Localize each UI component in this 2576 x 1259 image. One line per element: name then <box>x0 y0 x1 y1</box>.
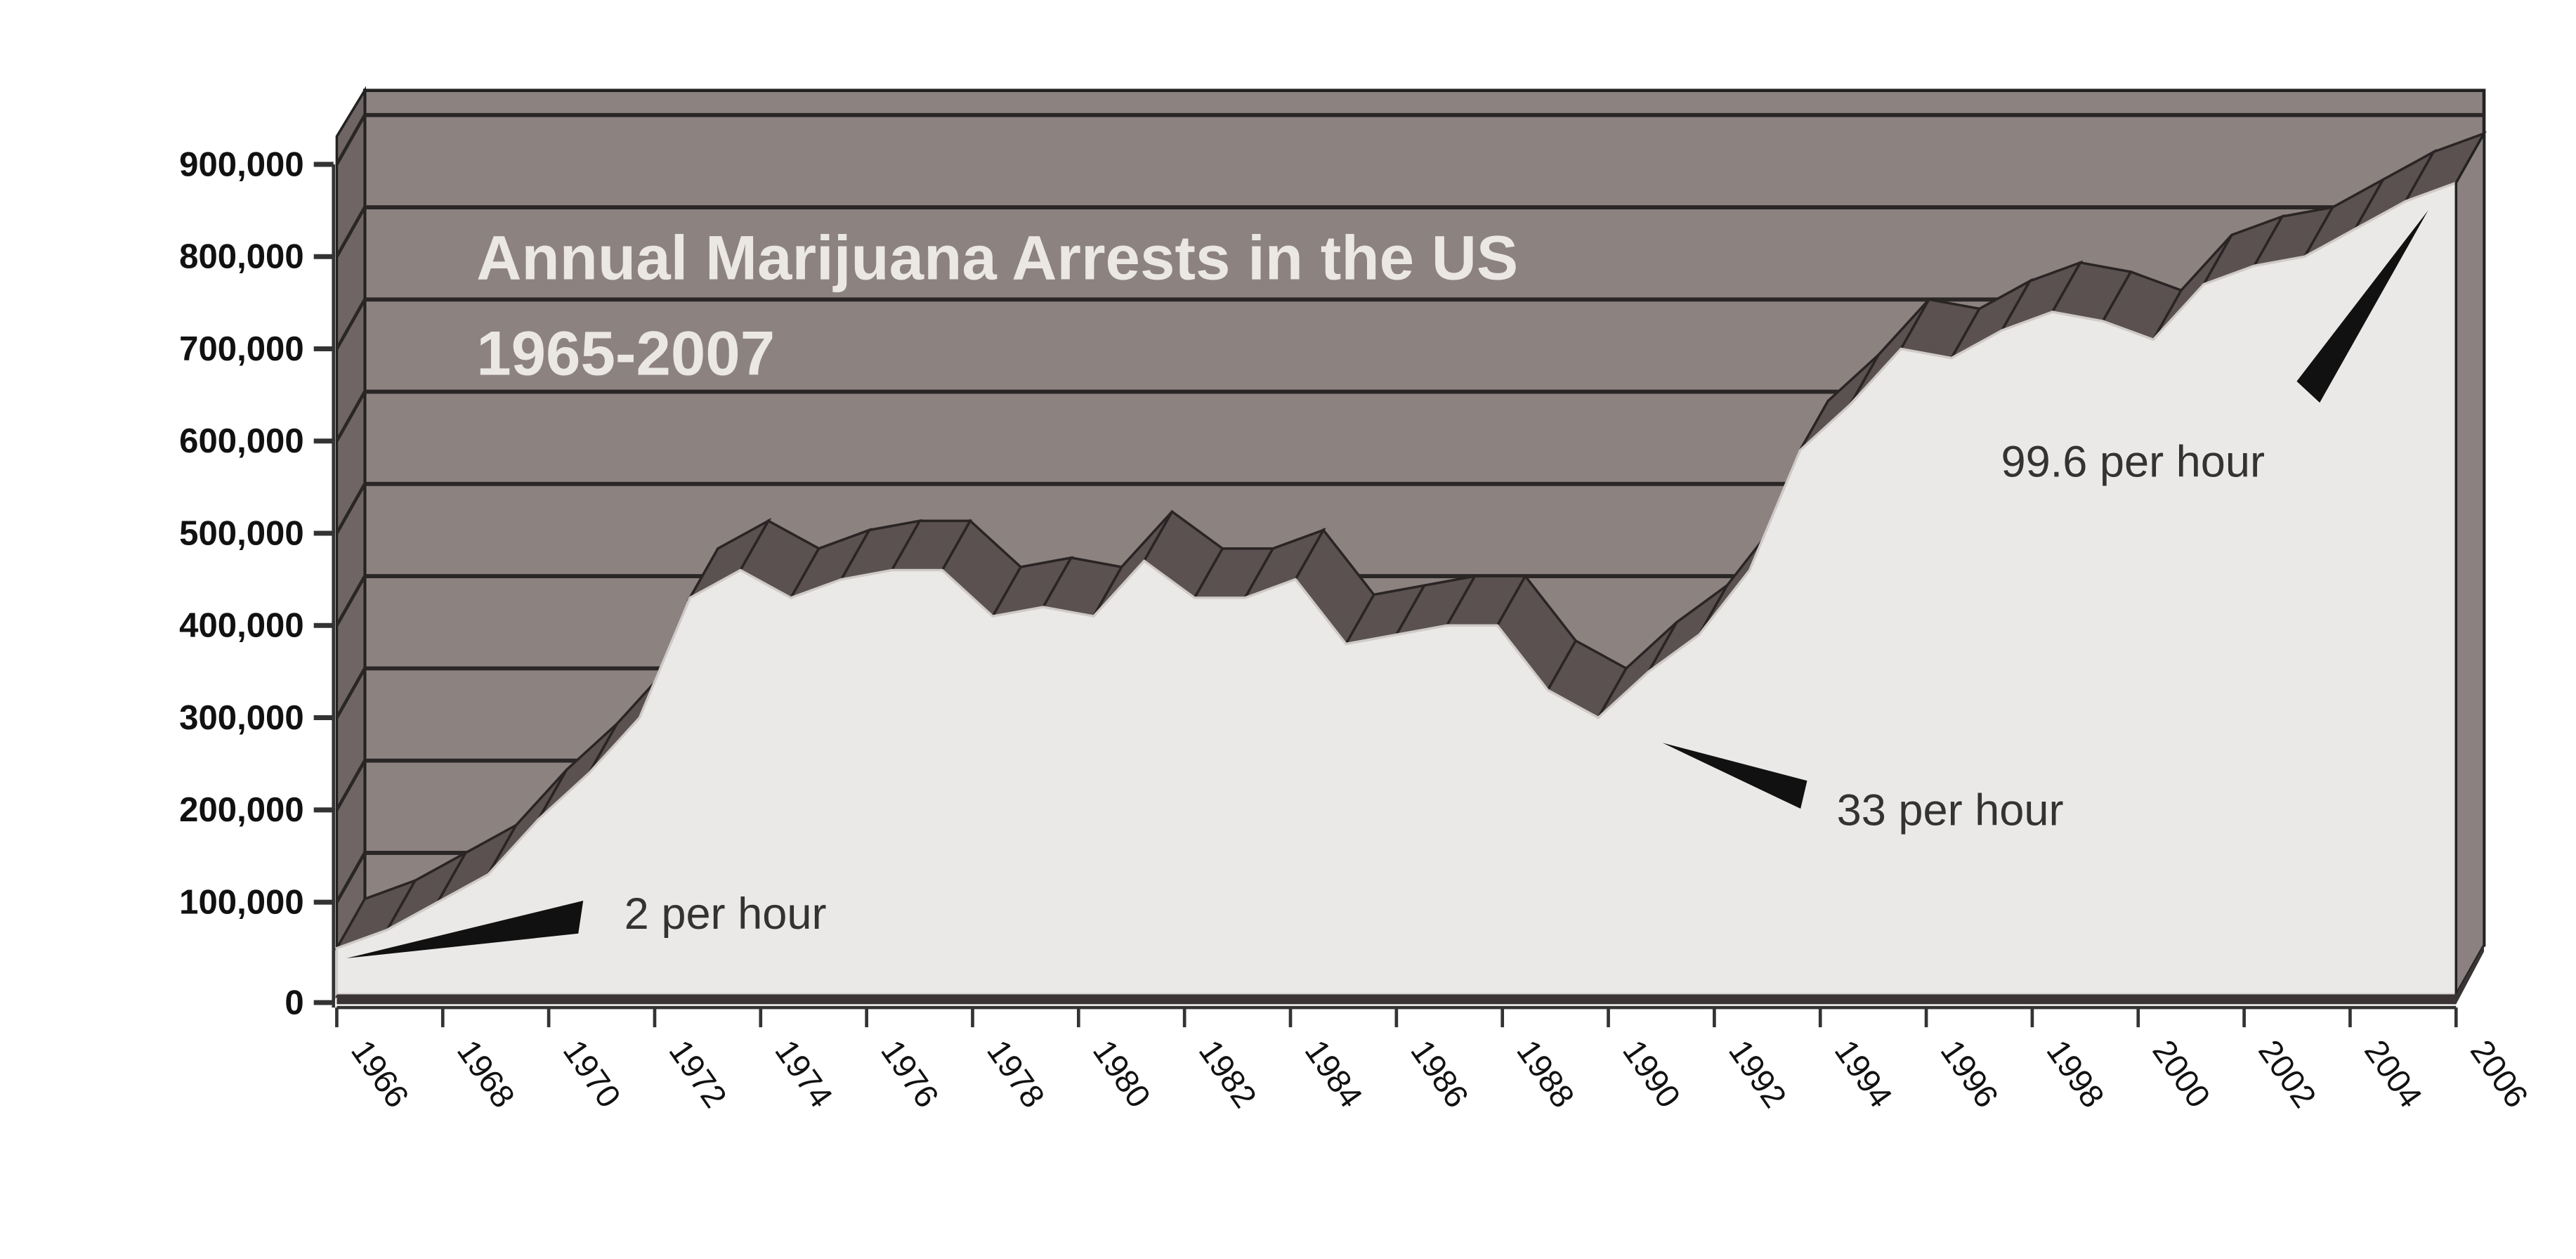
x-tick-label: 1974 <box>768 1033 839 1114</box>
x-tick-label: 1978 <box>980 1033 1052 1114</box>
gridline-left <box>335 759 367 811</box>
series-area <box>335 181 2458 996</box>
y-tick-label: 0 <box>285 984 303 1022</box>
y-tick-label: 400,000 <box>179 607 304 645</box>
gridline-left <box>335 575 367 627</box>
y-tick-label: 700,000 <box>179 330 304 368</box>
annotation-pointer <box>346 901 584 958</box>
y-tick-label: 600,000 <box>179 422 304 460</box>
x-tick-label: 2006 <box>2464 1033 2535 1114</box>
gridline-left <box>335 114 367 166</box>
floor-edge <box>336 945 2485 1005</box>
x-tick-label: 1982 <box>1192 1033 1264 1114</box>
y-tick-label: 200,000 <box>179 791 304 829</box>
x-tick-label: 1986 <box>1404 1033 1475 1114</box>
x-tick-label: 2002 <box>2251 1033 2323 1114</box>
x-tick-label: 1998 <box>2039 1033 2111 1114</box>
x-tick-label: 1972 <box>662 1033 733 1114</box>
gridline-left <box>335 206 367 258</box>
chart-subtitle: 1965-2007 <box>476 318 775 388</box>
annotation-label: 99.6 per hour <box>2001 437 2265 486</box>
x-tick-label: 1988 <box>1510 1033 1581 1114</box>
gridline-left <box>335 483 367 535</box>
x-tick-label: 1996 <box>1934 1033 2006 1114</box>
x-tick-label: 1980 <box>1086 1033 1158 1114</box>
x-tick-label: 1966 <box>344 1033 416 1114</box>
x-tick-label: 1976 <box>874 1033 946 1114</box>
gridline-left <box>335 299 367 350</box>
y-tick-label: 800,000 <box>179 238 304 276</box>
gridline-left <box>335 667 367 719</box>
annotation-pointer <box>2296 210 2428 403</box>
x-tick-label: 1970 <box>556 1033 628 1114</box>
y-tick-label: 300,000 <box>179 699 304 737</box>
right-side-panel <box>2454 129 2485 1000</box>
x-tick-label: 1992 <box>1722 1033 1793 1114</box>
gridline-left <box>335 391 367 442</box>
y-tick-label: 900,000 <box>179 145 304 183</box>
y-tick-label: 100,000 <box>179 883 304 921</box>
x-tick-label: 1968 <box>450 1033 522 1114</box>
annotation-pointer <box>1662 743 1807 809</box>
chart-title: Annual Marijuana Arrests in the US <box>476 223 1518 293</box>
annotation-label: 33 per hour <box>1837 785 2064 835</box>
annotation-label: 2 per hour <box>625 889 827 939</box>
y-tick-label: 500,000 <box>179 514 304 552</box>
x-tick-label: 1994 <box>1828 1033 1900 1114</box>
gridline-left <box>335 852 367 904</box>
x-tick-label: 2004 <box>2358 1033 2429 1114</box>
x-tick-label: 1990 <box>1616 1033 1687 1114</box>
x-tick-label: 1984 <box>1298 1033 1370 1114</box>
x-tick-label: 2000 <box>2145 1033 2217 1114</box>
